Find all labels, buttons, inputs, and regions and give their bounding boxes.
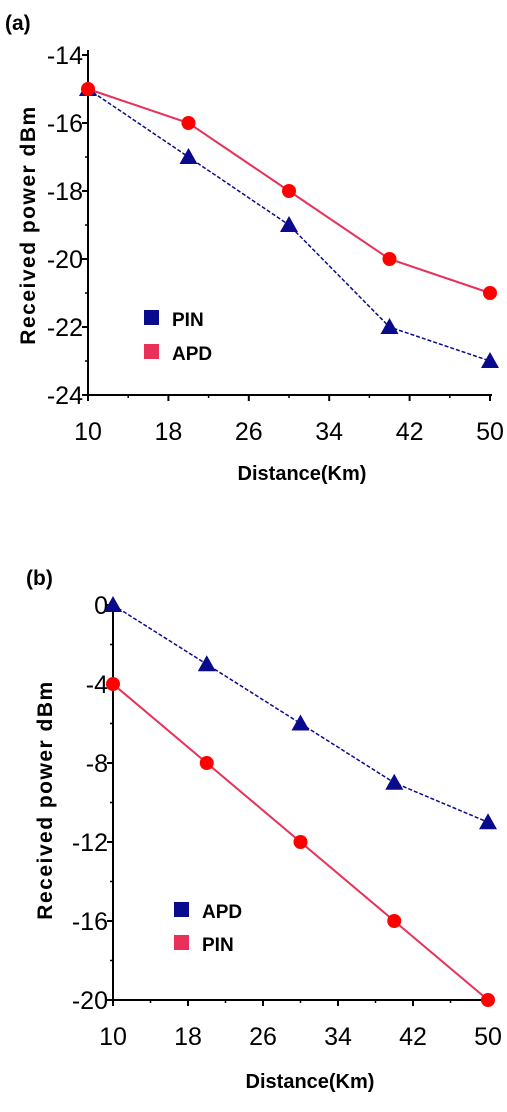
legend-label: PIN	[202, 935, 234, 956]
y-tick-label: 0	[94, 592, 108, 620]
data-point-pin	[481, 993, 495, 1007]
data-point-apd	[479, 813, 497, 830]
legend-swatch	[144, 344, 159, 359]
legend-label: APD	[172, 344, 212, 365]
data-point-apd	[382, 252, 397, 266]
x-tick-label: 34	[324, 1023, 352, 1051]
data-point-pin	[199, 756, 214, 770]
data-point-pin	[481, 352, 499, 368]
legend-swatch	[174, 902, 189, 917]
x-tick-label: 10	[99, 1023, 127, 1051]
legend-swatch	[144, 310, 159, 325]
x-tick-label: 26	[249, 1023, 277, 1051]
y-tick-label: -24	[47, 382, 83, 410]
x-tick-label: 26	[235, 418, 263, 446]
data-point-apd	[104, 596, 122, 612]
y-tick-label: -18	[47, 178, 83, 206]
panel-label: (b)	[26, 567, 53, 590]
data-point-apd	[385, 773, 404, 790]
y-tick-label: -8	[86, 750, 108, 778]
data-point-apd	[291, 714, 310, 731]
series-line-apd	[112, 604, 489, 823]
data-point-pin	[280, 216, 298, 232]
chart-panel-b: (b) 0 -4 -8 -12 -16 -20 10 18 26 34 42 50 Distance(Km…	[26, 567, 502, 1093]
data-point-pin	[106, 677, 120, 691]
y-tick-label: -14	[47, 42, 83, 70]
x-tick-label: 10	[74, 418, 102, 446]
y-tick-label: -4	[86, 671, 108, 699]
x-tick-label: 42	[399, 1023, 427, 1051]
data-point-apd	[282, 184, 296, 198]
y-tick-label: -20	[72, 987, 108, 1015]
x-tick-label: 18	[154, 418, 182, 446]
legend-label: APD	[202, 902, 242, 923]
y-axis-title: Received power dBm	[34, 680, 57, 919]
data-point-pin	[293, 835, 308, 849]
data-point-pin	[179, 148, 198, 164]
data-point-apd	[483, 286, 497, 300]
data-point-apd	[181, 116, 196, 130]
data-point-apd	[197, 655, 216, 672]
x-axis-title: Distance(Km)	[246, 1071, 375, 1093]
x-tick-label: 18	[174, 1023, 202, 1051]
y-tick-label: -22	[47, 314, 83, 342]
y-axis-title: Received power dBm	[17, 105, 40, 344]
data-point-pin	[380, 318, 399, 334]
data-point-pin	[387, 914, 402, 928]
y-tick-label: -20	[47, 246, 83, 274]
x-tick-label: 42	[396, 418, 424, 446]
x-tick-label: 34	[315, 418, 343, 446]
legend-swatch	[174, 935, 189, 950]
x-tick-label: 50	[474, 1023, 502, 1051]
chart-panel-a: (a) -14 -16 -18 -20 -22 -24 10 18 26 34 42 50 Distanc…	[5, 12, 504, 485]
legend-label: PIN	[172, 310, 204, 331]
x-tick-label: 50	[476, 418, 504, 446]
y-tick-label: -16	[72, 908, 108, 936]
x-axis-title: Distance(Km)	[238, 463, 367, 485]
panel-label: (a)	[5, 12, 31, 35]
y-tick-label: -12	[72, 829, 108, 857]
data-point-apd	[81, 82, 95, 96]
y-tick-label: -16	[47, 110, 83, 138]
